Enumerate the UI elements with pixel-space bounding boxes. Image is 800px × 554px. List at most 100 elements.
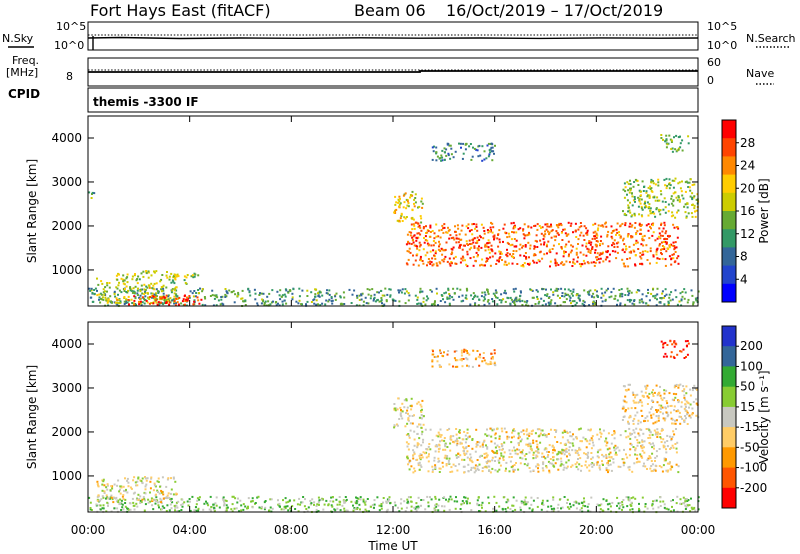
data-cell [353,289,356,292]
data-cell [439,435,442,438]
data-cell [670,197,673,200]
data-cell [642,446,645,449]
data-cell [675,246,678,249]
data-cell [691,192,694,195]
data-cell [598,438,601,441]
data-cell [643,451,646,454]
data-cell [414,507,417,510]
data-cell [230,508,233,511]
data-cell [173,292,176,295]
data-cell [627,466,630,469]
data-cell [623,243,626,246]
data-cell [161,508,163,511]
data-cell [560,246,563,249]
data-cell [283,293,286,296]
data-cell [435,444,438,446]
data-cell [412,223,415,226]
data-cell [623,407,626,410]
data-cell [501,448,504,451]
data-cell [168,301,171,304]
data-cell [418,205,421,208]
data-cell [402,194,405,197]
data-cell [399,217,402,220]
data-cell [419,458,422,461]
data-cell [534,239,537,242]
data-cell [417,496,420,499]
data-cell [440,434,443,437]
data-cell [602,464,604,466]
data-cell [412,263,415,266]
data-cell [155,493,157,496]
data-cell [631,470,634,473]
data-cell [413,430,416,433]
data-cell [444,445,447,448]
data-cell [399,197,401,200]
data-cell [399,289,402,292]
data-cell [509,452,512,455]
data-cell [298,299,301,302]
data-cell [445,463,448,465]
data-cell [664,206,667,209]
data-cell [439,349,441,352]
data-cell [203,502,206,505]
data-cell [660,297,663,300]
data-cell [639,233,641,235]
data-cell [155,292,157,295]
data-cell [400,214,403,217]
data-cell [100,298,103,301]
data-cell [636,241,639,244]
nave-tick-top: 60 [707,56,721,69]
data-cell [458,295,461,298]
data-cell [684,203,687,206]
data-cell [676,236,679,239]
data-cell [417,506,420,509]
data-cell [459,288,462,291]
data-cell [173,504,176,507]
x-tick-label: 08:00 [274,523,309,537]
data-cell [590,241,593,244]
data-cell [471,233,474,236]
data-cell [608,296,611,299]
data-cell [691,196,694,199]
data-cell [639,202,642,205]
data-cell [567,449,570,452]
data-cell [418,437,421,440]
data-cell [577,294,580,297]
data-cell [317,295,320,298]
data-cell [600,435,602,438]
colorbar-tick-label: 50 [740,380,755,394]
data-cell [449,157,452,160]
data-cell [583,225,586,228]
data-cell [683,297,686,300]
data-cell [672,199,675,202]
data-cell [284,288,287,291]
data-cell [467,223,470,226]
data-cell [316,503,319,506]
data-cell [301,501,304,504]
data-cell [681,194,684,197]
data-cell [119,498,122,501]
data-cell [408,414,411,417]
data-cell [548,225,551,228]
data-cell [521,299,524,302]
data-cell [108,497,111,500]
data-cell [656,394,659,397]
data-cell [673,136,675,139]
data-cell [600,296,603,299]
data-cell [643,234,646,237]
data-cell [108,286,111,289]
data-cell [536,446,539,449]
data-cell [357,497,360,500]
data-cell [479,236,482,239]
data-cell [503,427,506,430]
data-cell [650,178,653,181]
data-cell [431,468,434,471]
data-cell [204,304,207,307]
data-cell [96,499,99,502]
data-cell [281,294,284,297]
data-cell [662,438,665,441]
data-cell [193,509,196,512]
data-cell [559,297,561,299]
data-cell [503,263,506,266]
data-cell [646,201,649,204]
